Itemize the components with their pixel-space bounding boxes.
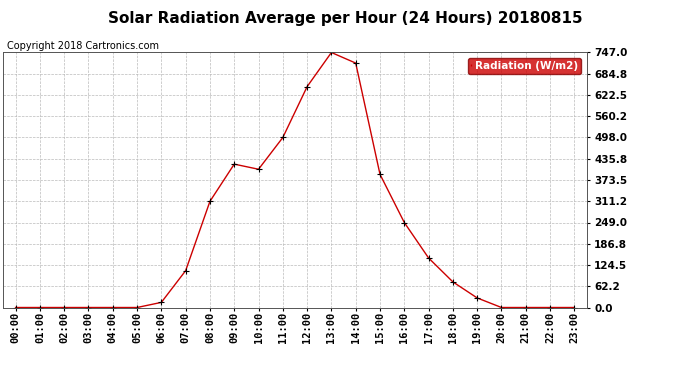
Text: Copyright 2018 Cartronics.com: Copyright 2018 Cartronics.com [7,41,159,51]
Legend: Radiation (W/m2): Radiation (W/m2) [468,58,581,74]
Text: Solar Radiation Average per Hour (24 Hours) 20180815: Solar Radiation Average per Hour (24 Hou… [108,11,582,26]
